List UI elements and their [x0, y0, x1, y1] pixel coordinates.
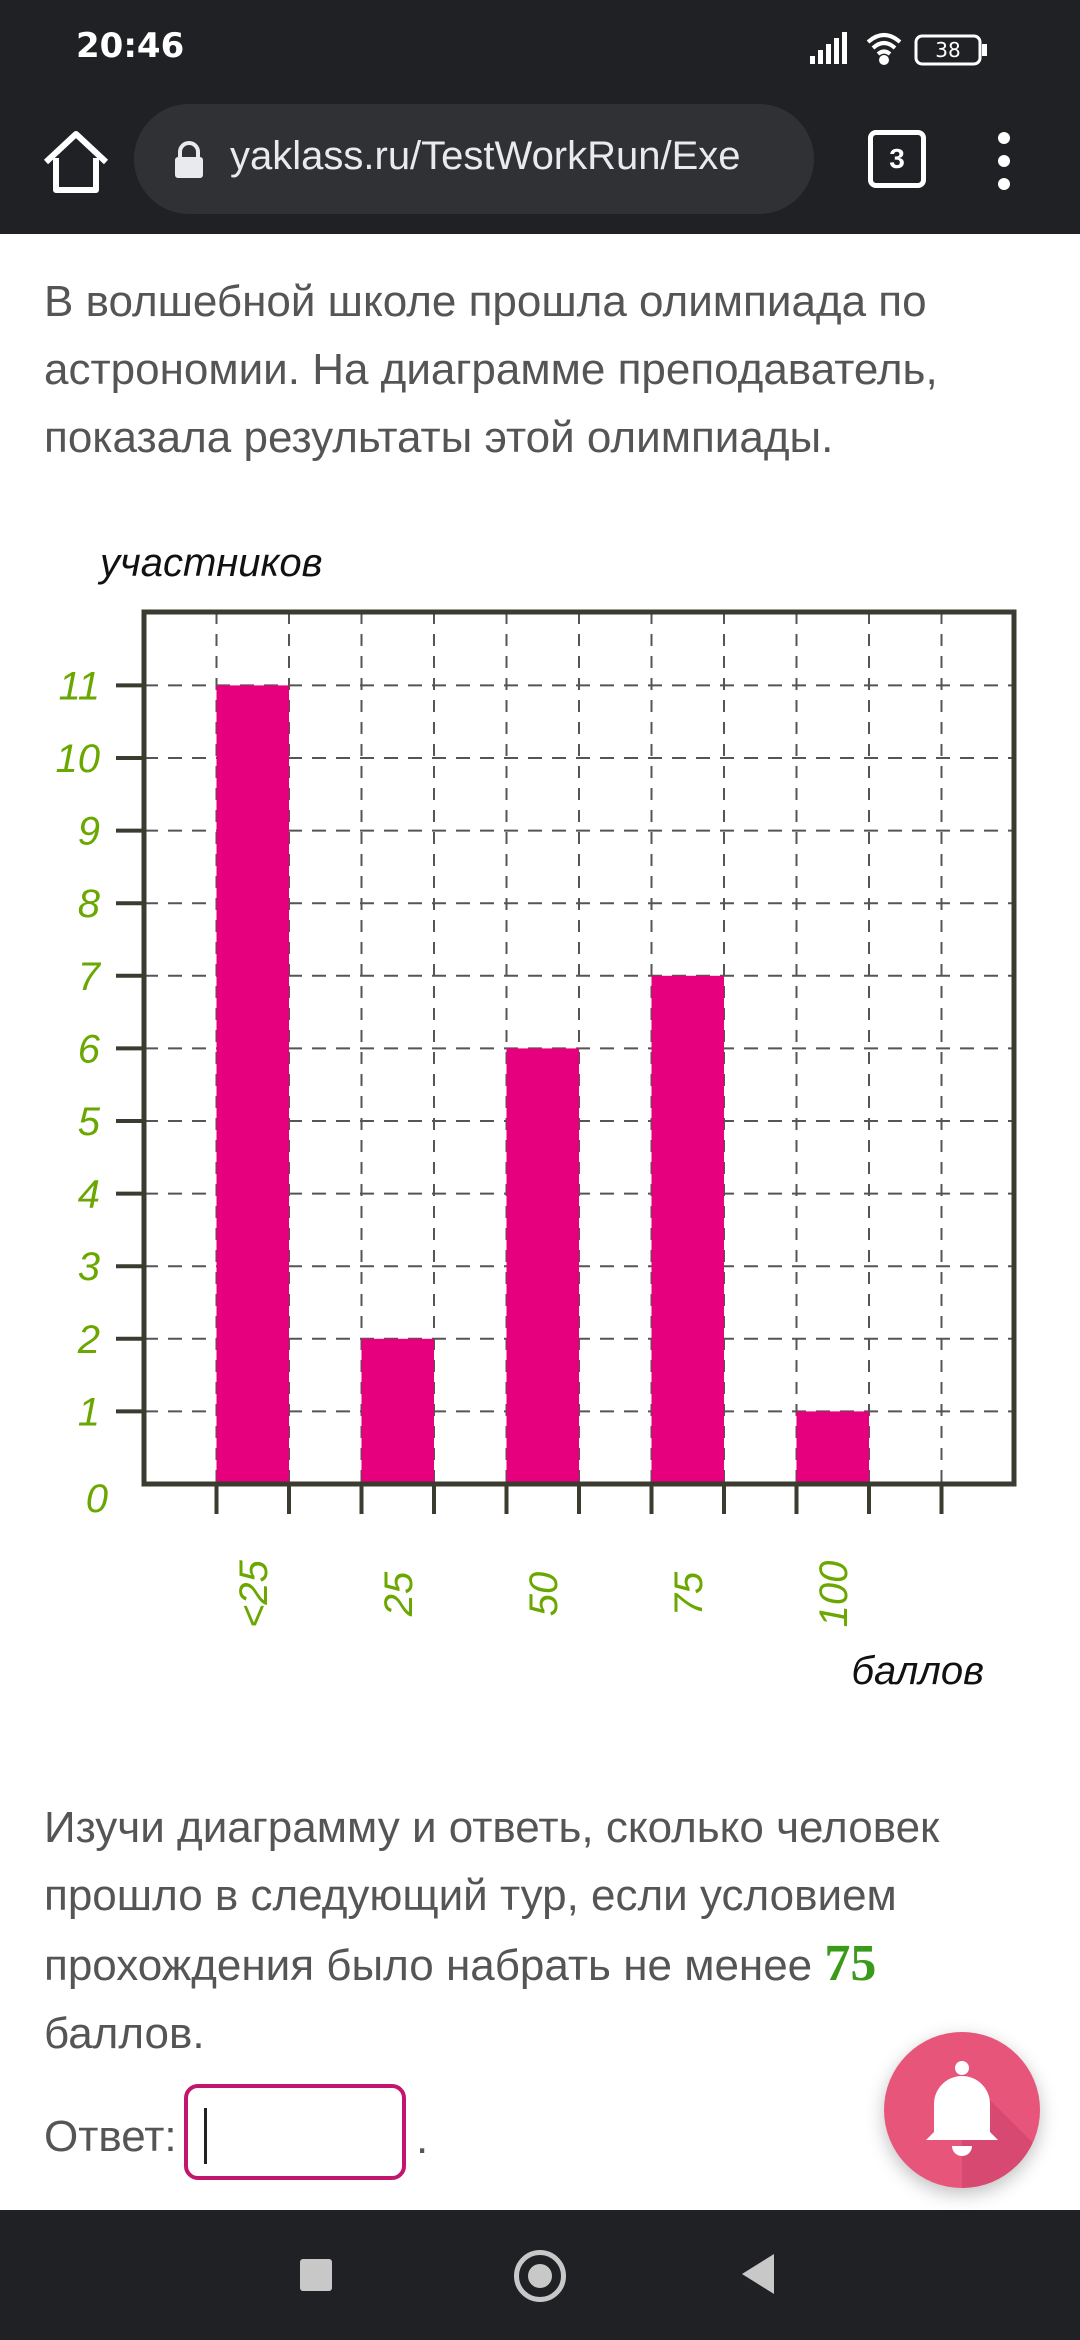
- status-time: 20:46: [76, 26, 185, 66]
- page-content: В волшебной школе прошла олимпиада по ас…: [0, 234, 1080, 2210]
- signal-icon: [810, 32, 847, 64]
- y-tick-label: 11: [58, 664, 100, 708]
- status-icons: 38: [810, 32, 987, 66]
- browser-toolbar: yaklass.ru/TestWorkRun/Exe 3: [0, 96, 1080, 234]
- task-question: Изучи диаграмму и ответь, сколько челове…: [44, 1794, 1044, 2068]
- bell-icon: [926, 2061, 1040, 2188]
- x-tick-label: 100: [812, 1561, 856, 1628]
- y-tick-label: 2: [77, 1318, 100, 1362]
- lock-icon: [175, 141, 203, 178]
- more-vert-icon[interactable]: [980, 126, 1028, 196]
- y-tick-label: 7: [78, 955, 102, 999]
- answer-label: Ответ:: [44, 2112, 177, 2161]
- x-tick-label: <25: [232, 1559, 276, 1628]
- y-tick-label: 8: [78, 882, 101, 926]
- y-tick-label: 3: [78, 1245, 100, 1289]
- tabs-icon[interactable]: 3: [868, 130, 926, 188]
- task-intro-line: астрономии. На диаграмме преподаватель,: [44, 345, 938, 394]
- text-caret: [204, 2108, 207, 2164]
- task-intro-line: В волшебной школе прошла олимпиада по: [44, 277, 927, 326]
- home-icon[interactable]: [36, 122, 116, 202]
- bar-25: [361, 1338, 434, 1484]
- bar-<25: [216, 685, 289, 1484]
- wifi-icon: [866, 33, 902, 65]
- battery-level: 38: [935, 38, 960, 62]
- y-tick-label: 5: [78, 1100, 101, 1144]
- answer-suffix: .: [416, 2114, 429, 2163]
- bar-100: [796, 1411, 869, 1484]
- y-tick-label: 4: [78, 1173, 100, 1217]
- battery-icon: 38: [914, 34, 987, 66]
- y-tick-label: 1: [78, 1390, 100, 1434]
- task-question-line-3: прохождения было набрать не менее 75 бал…: [44, 1930, 1044, 2068]
- plot-frame: [141, 609, 1017, 1487]
- answer-input[interactable]: [184, 2084, 406, 2180]
- task-intro-line: показала результаты этой олимпиады.: [44, 413, 834, 462]
- status-bar: 20:46 38: [0, 0, 1080, 96]
- system-nav-bar: [0, 2210, 1080, 2340]
- bar-75: [651, 975, 724, 1484]
- x-tick-label: 25: [377, 1571, 421, 1617]
- nav-back-icon[interactable]: [742, 2254, 774, 2294]
- question-text: прохождения было набрать не менее: [44, 1941, 825, 1990]
- bar-50: [506, 1048, 579, 1484]
- y-tick-label: 0: [86, 1477, 108, 1521]
- bar-chart: 0 1 2 3 4 5 6 7 8 9 10 11 <25 25 50 75 100 участников балл…: [56, 541, 1017, 1693]
- x-tick-label: 50: [522, 1572, 566, 1617]
- task-question-line: Изучи диаграмму и ответь, сколько челове…: [44, 1803, 940, 1852]
- x-tick-label: 75: [667, 1571, 711, 1616]
- url-text[interactable]: yaklass.ru/TestWorkRun/Exe: [230, 134, 741, 178]
- question-text-end: баллов.: [44, 2009, 205, 2058]
- task-intro: В волшебной школе прошла олимпиада по ас…: [44, 268, 1044, 472]
- chart: 0 1 2 3 4 5 6 7 8 9 10 11 <25 25 50 75 100 участников балл…: [0, 534, 1080, 1994]
- task-question-line: прошло в следующий тур, если условием: [44, 1871, 897, 1920]
- nav-square-icon[interactable]: [300, 2259, 332, 2291]
- nav-home-icon[interactable]: [514, 2250, 566, 2302]
- notification-button[interactable]: [884, 2032, 1040, 2188]
- y-tick-label: 10: [56, 737, 101, 781]
- x-axis-title: баллов: [851, 1649, 984, 1693]
- address-bar[interactable]: yaklass.ru/TestWorkRun/Exe: [134, 104, 814, 214]
- threshold-number: 75: [824, 1935, 877, 1992]
- y-tick-label: 9: [78, 810, 100, 854]
- y-tick-label: 6: [78, 1027, 101, 1071]
- y-axis-title: участников: [97, 541, 323, 585]
